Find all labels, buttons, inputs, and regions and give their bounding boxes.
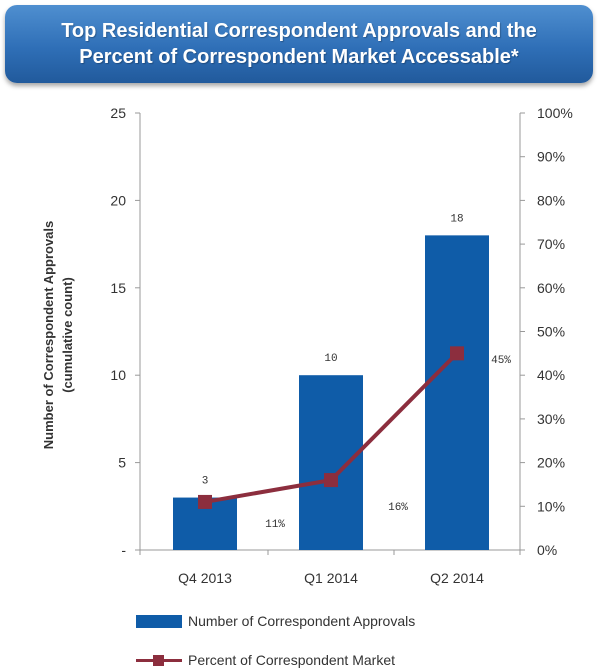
bar-value-label: 18 [450,213,463,225]
chart-title-banner: Top Residential Correspondent Approvals … [5,5,593,83]
y-right-tick-label: 20% [537,455,565,471]
y-right-tick-label: 10% [537,498,565,514]
y-right-tick-label: 30% [537,411,565,427]
y-left-tick-label: - [121,542,126,558]
x-category-label: Q4 2013 [178,570,232,586]
percent-value-label: 11% [265,519,285,531]
y-left-tick-label: 25 [110,105,126,121]
bar-value-label: 3 [202,476,209,488]
percent-marker [450,346,464,361]
chart-title-line-1: Top Residential Correspondent Approvals … [61,20,537,42]
bar-q2-2014 [425,235,489,551]
y-right-tick-label: 70% [537,236,565,252]
bar-value-label: 10 [324,353,337,365]
chart-title-line-2: Percent of Correspondent Market Accessab… [79,46,519,68]
y-axis-title-line-2: (cumulative count) [60,277,75,393]
legend-label-percent: Percent of Correspondent Market [188,652,395,668]
y-right-tick-label: 60% [537,280,565,296]
y-right-tick-label: 90% [537,149,565,165]
legend-item-approvals: Number of Correspondent Approvals [136,613,415,629]
x-category-label: Q2 2014 [430,570,484,586]
y-right-tick-label: 80% [537,192,565,208]
y-left-tick-label: 15 [110,280,126,296]
y-right-tick-label: 50% [537,324,565,340]
x-category-label: Q1 2014 [304,570,358,586]
percent-value-label: 45% [491,355,511,367]
legend-label-approvals: Number of Correspondent Approvals [188,613,416,629]
percent-marker [198,494,212,509]
legend-swatch-bar [136,614,182,628]
legend-swatch-line [136,654,182,667]
y-left-tick-label: 5 [118,455,126,471]
bar-q1-2014 [299,375,363,550]
percent-marker [324,473,338,488]
y-right-tick-label: 40% [537,367,565,383]
percent-value-label: 16% [388,502,408,514]
y-axis-title-line-1: Number of Correspondent Approvals [41,221,56,449]
y-right-tick-label: 100% [537,105,573,121]
y-right-tick-label: 0% [537,542,557,558]
y-left-tick-label: 20 [110,192,126,208]
y-left-tick-label: 10 [110,367,126,383]
legend-item-percent: Percent of Correspondent Market [136,652,395,668]
